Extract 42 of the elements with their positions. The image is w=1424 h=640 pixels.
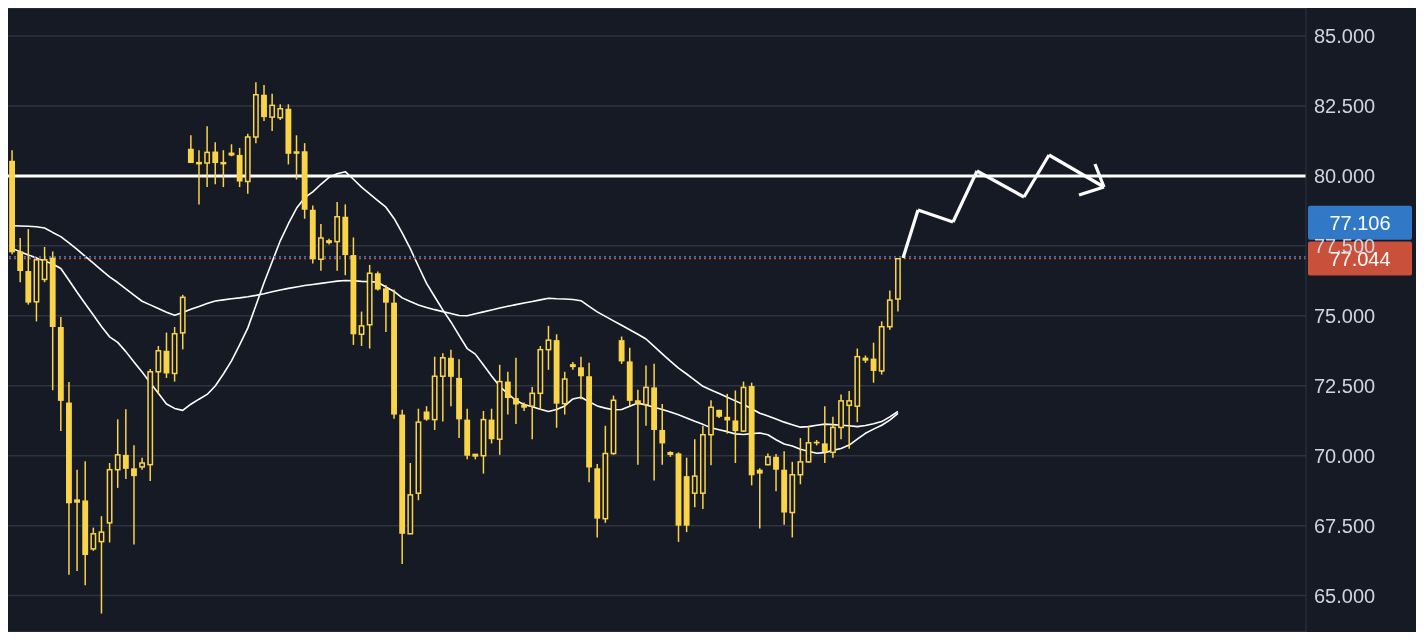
candlestick [634, 388, 641, 466]
candlestick [821, 405, 828, 464]
candlestick [691, 438, 698, 508]
candlestick [504, 371, 511, 416]
candlestick [317, 223, 324, 272]
candlestick [439, 352, 446, 423]
y-tick-label: 70.000 [1314, 444, 1376, 467]
candlestick [797, 437, 804, 485]
candlestick [74, 468, 81, 572]
candlestick [155, 345, 162, 395]
candlestick [261, 84, 267, 122]
candlestick [756, 467, 763, 530]
candlestick [578, 355, 584, 400]
candlestick [131, 444, 137, 546]
candlestick [529, 386, 536, 440]
candlestick [212, 141, 219, 186]
candlestick [114, 418, 121, 489]
candlestick [448, 348, 454, 407]
candlestick [659, 403, 666, 466]
candlestick [90, 526, 97, 552]
candlestick [513, 357, 519, 425]
y-tick-label: 75.000 [1314, 304, 1376, 327]
candlestick [773, 453, 779, 492]
y-tick-label: 85.000 [1314, 25, 1376, 48]
candlestick [17, 237, 24, 283]
candlestick [187, 134, 194, 164]
candlestick [293, 134, 300, 181]
candlestick [732, 389, 739, 464]
candlestick [122, 408, 129, 480]
candlestick [374, 270, 381, 292]
y-tick-label: 72.500 [1314, 374, 1376, 397]
candlestick [846, 390, 853, 450]
candlestick [269, 92, 276, 132]
ref-line-label: 77.106 [1329, 211, 1391, 234]
candlestick [618, 335, 625, 365]
y-tick-label: 82.500 [1314, 95, 1376, 118]
y-tick-label: 65.000 [1314, 584, 1376, 607]
candlestick [382, 284, 389, 333]
y-tick-label: 67.500 [1314, 514, 1376, 537]
candlestick [643, 364, 649, 427]
candlestick [204, 125, 211, 188]
y-tick-label: 80.000 [1314, 164, 1376, 187]
